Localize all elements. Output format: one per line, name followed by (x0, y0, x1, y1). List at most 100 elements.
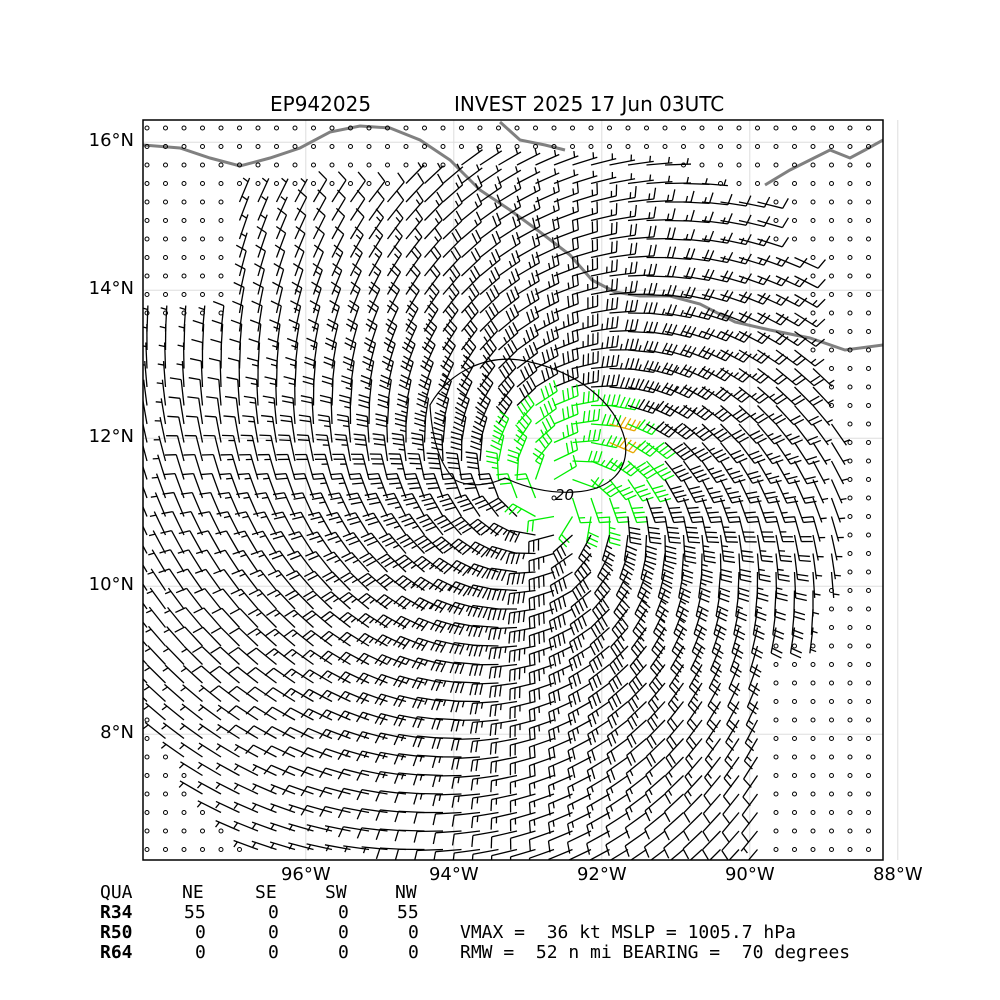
wind-barb (145, 625, 166, 647)
wind-barb (720, 311, 753, 324)
wind-barb (645, 756, 666, 786)
wind-barb (430, 659, 462, 673)
wind-barb (143, 464, 148, 480)
coastline (143, 124, 883, 352)
wind-barb (553, 455, 577, 481)
wind-barb (683, 423, 714, 442)
calm-wind-marker (810, 144, 816, 149)
wind-barb (477, 473, 500, 499)
wind-barb (197, 723, 222, 740)
wind-barb (180, 665, 203, 684)
calm-wind-marker (163, 144, 168, 149)
wind-barb (609, 280, 638, 296)
wind-barb (386, 190, 405, 221)
calm-wind-marker (866, 199, 871, 205)
wind-barb (249, 319, 262, 351)
calm-wind-marker (736, 162, 742, 168)
wind-barb (645, 738, 666, 767)
wind-barb (441, 472, 463, 499)
wind-barb (664, 442, 695, 461)
wind-barb (432, 793, 462, 807)
wind-barb (324, 337, 338, 369)
wind-barb (294, 453, 315, 480)
wind-barb (610, 627, 629, 657)
wind-barb (587, 719, 610, 746)
wind-barb (323, 551, 351, 573)
radii-header-cell: NW (395, 882, 417, 903)
wind-barb (233, 763, 259, 777)
calm-wind-marker (829, 680, 834, 686)
wind-barb (498, 250, 521, 277)
wind-barb (507, 589, 536, 605)
wind-barb (465, 451, 481, 480)
wind-barb (683, 365, 715, 380)
calm-wind-marker (810, 643, 816, 649)
wind-barb (606, 719, 629, 747)
wind-barb (738, 405, 769, 424)
calm-wind-marker (810, 662, 816, 667)
wind-barb (368, 171, 386, 203)
calm-wind-marker (847, 384, 853, 390)
wind-barb (424, 209, 443, 240)
wind-barb (251, 802, 277, 814)
calm-wind-marker (533, 144, 538, 149)
wind-barb (161, 722, 185, 740)
wind-barb (240, 434, 259, 462)
wind-barb (405, 209, 424, 240)
calm-wind-marker (792, 643, 797, 649)
calm-wind-marker (847, 532, 853, 538)
wind-barb (722, 775, 740, 806)
calm-wind-marker (662, 125, 668, 131)
wind-barb (664, 460, 692, 482)
wind-barb (717, 571, 731, 603)
wind-barb (738, 330, 771, 345)
calm-wind-marker (181, 125, 187, 131)
wind-barb (775, 479, 799, 504)
wind-barb (701, 270, 734, 283)
wind-barb (590, 335, 620, 351)
wind-barb (312, 226, 325, 258)
calm-wind-marker (866, 255, 871, 260)
wind-barb (683, 327, 716, 340)
calm-wind-marker (792, 791, 797, 797)
wind-barb (424, 173, 444, 203)
wind-barb (209, 685, 240, 703)
calm-wind-marker (829, 236, 834, 242)
wind-barb (738, 196, 771, 208)
calm-wind-marker (496, 144, 501, 149)
wind-barb (262, 395, 278, 425)
wind-barb (312, 170, 328, 203)
wind-barb (468, 663, 499, 676)
wind-barb (701, 534, 716, 564)
wind-barb (215, 762, 240, 777)
wind-barb (186, 415, 204, 443)
wind-barb (442, 301, 459, 332)
wind-barb (535, 326, 559, 351)
wind-barb (143, 361, 148, 388)
wind-barb (176, 568, 204, 591)
calm-wind-marker (181, 144, 187, 149)
wind-barb (695, 590, 709, 622)
wind-barb (180, 684, 203, 702)
calm-wind-marker (773, 162, 779, 168)
wind-barb (793, 516, 813, 543)
calm-wind-marker (810, 810, 816, 815)
wind-barb (471, 495, 500, 517)
calm-wind-marker (181, 828, 187, 834)
wind-barb (405, 172, 425, 203)
calm-wind-marker (422, 162, 427, 168)
wind-barb (162, 683, 185, 702)
wind-barb (442, 319, 458, 351)
calm-wind-marker (847, 440, 853, 445)
wind-barb (252, 783, 277, 795)
wind-barb (535, 414, 556, 443)
wind-barb (194, 568, 222, 591)
wind-barb (467, 541, 499, 558)
wind-barb (516, 196, 541, 222)
wind-barb (198, 704, 222, 721)
wind-barb (506, 571, 536, 585)
wind-barb (470, 430, 483, 462)
wind-barb (683, 775, 703, 805)
wind-barb (348, 472, 370, 499)
wind-barb (830, 423, 851, 446)
